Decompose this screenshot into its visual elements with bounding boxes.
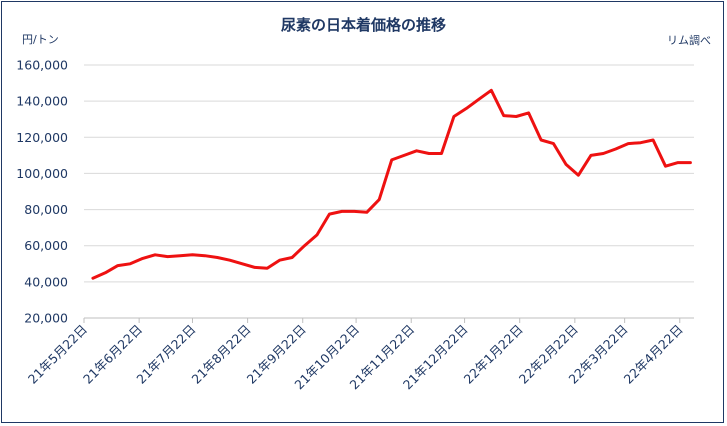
y-tick-label: 120,000 <box>16 130 68 145</box>
y-tick-label: 20,000 <box>24 311 68 326</box>
y-unit-label: 円/トン <box>22 33 59 46</box>
y-tick-label: 80,000 <box>24 202 68 217</box>
y-tick-label: 100,000 <box>16 166 68 181</box>
y-tick-label: 40,000 <box>24 274 68 289</box>
x-tick-label: 22年4月22日 <box>621 322 686 387</box>
y-tick-label: 60,000 <box>24 238 68 253</box>
y-tick-label: 140,000 <box>16 94 68 109</box>
chart-title: 尿素の日本着価格の推移 <box>280 16 446 34</box>
source-label: リム調べ <box>667 34 711 47</box>
series-line <box>91 88 692 280</box>
y-tick-label: 160,000 <box>16 58 68 73</box>
